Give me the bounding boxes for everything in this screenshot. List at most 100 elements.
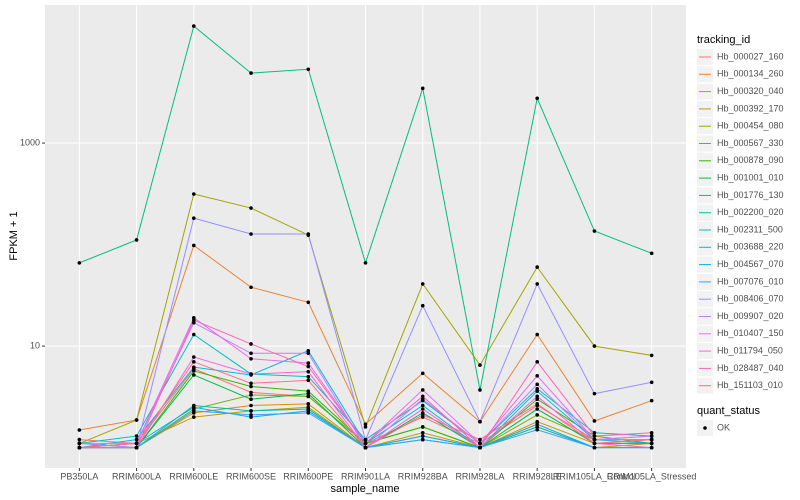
data-point	[420, 86, 425, 91]
data-point	[134, 437, 139, 442]
data-point	[249, 409, 253, 413]
legend-label: Hb_000454_080	[717, 121, 784, 131]
data-point	[363, 438, 368, 442]
legend-label: OK	[717, 422, 730, 432]
data-point	[420, 397, 425, 401]
data-point	[249, 403, 253, 408]
data-point	[192, 192, 196, 196]
legend-label: Hb_001001_010	[717, 172, 784, 182]
data-point	[192, 373, 196, 377]
data-point	[134, 445, 139, 450]
data-point	[478, 437, 482, 442]
x-tick-label: RRIM600LE	[169, 471, 218, 481]
data-point	[306, 378, 311, 383]
legend-title: quant_status	[697, 405, 760, 417]
data-point	[249, 342, 253, 346]
y-tick-label: 1000	[20, 137, 40, 147]
legend-label: Hb_002200_020	[717, 207, 784, 217]
data-point	[77, 428, 82, 432]
data-point	[535, 419, 539, 424]
data-point	[592, 344, 597, 348]
data-point	[363, 445, 368, 450]
data-point	[192, 216, 196, 220]
data-point	[649, 251, 654, 256]
data-point	[592, 391, 597, 396]
data-point	[363, 425, 368, 429]
data-point	[649, 398, 654, 403]
legend-label: Hb_000134_260	[717, 69, 784, 79]
data-point	[535, 422, 539, 427]
data-point	[249, 285, 253, 290]
data-point	[649, 430, 654, 435]
data-point	[535, 413, 539, 417]
data-point	[192, 415, 196, 419]
data-point	[192, 24, 196, 28]
data-point	[306, 361, 311, 365]
legend-label: Hb_008406_070	[717, 294, 784, 304]
x-tick-label: PB350LA	[60, 471, 98, 481]
data-point	[134, 418, 139, 422]
data-point	[192, 405, 196, 410]
legend-label: Hb_028487_040	[717, 363, 784, 373]
data-point	[420, 430, 425, 435]
data-point	[535, 389, 539, 393]
data-point	[306, 300, 311, 305]
x-tick-label: RRIM105LA_Stressed	[607, 471, 697, 481]
data-point	[249, 232, 253, 236]
x-tick-label: RRIM600SE	[226, 471, 276, 481]
data-point	[134, 441, 139, 446]
data-point	[535, 407, 539, 411]
data-point	[535, 265, 539, 269]
data-point	[306, 374, 311, 379]
data-point	[306, 391, 311, 396]
legend-label: Hb_011794_050	[717, 345, 783, 355]
data-point	[192, 355, 196, 359]
x-tick-label: RRIM600LA	[112, 471, 161, 481]
data-point	[192, 369, 196, 373]
x-tick-label: RRIM928LE	[513, 471, 562, 481]
data-point	[535, 96, 539, 101]
data-point	[592, 441, 597, 446]
data-point	[192, 243, 196, 248]
data-point	[535, 397, 539, 401]
x-tick-label: RRIM928LA	[455, 471, 504, 481]
data-point	[77, 261, 82, 265]
data-point	[649, 445, 654, 450]
data-point	[192, 332, 196, 337]
legend-label: Hb_009907_020	[717, 311, 784, 321]
data-point	[592, 434, 597, 438]
data-point	[306, 394, 311, 399]
data-point	[420, 303, 425, 308]
data-point	[306, 389, 311, 393]
data-point	[420, 407, 425, 411]
y-axis-title: FPKM + 1	[8, 211, 20, 260]
legend-swatch	[703, 426, 707, 430]
data-point	[649, 437, 654, 442]
legend-label: Hb_002311_500	[717, 224, 783, 234]
x-axis-title: sample_name	[330, 483, 399, 495]
data-point	[478, 445, 482, 450]
data-point	[363, 261, 368, 265]
legend-label: Hb_151103_010	[717, 380, 783, 390]
data-point	[306, 351, 311, 356]
legend-label: Hb_000027_160	[717, 51, 784, 61]
data-point	[535, 427, 539, 432]
data-point	[192, 409, 196, 413]
data-point	[249, 71, 253, 75]
data-point	[306, 67, 311, 72]
data-point	[306, 348, 311, 353]
data-point	[249, 206, 253, 210]
data-point	[306, 369, 311, 374]
data-point	[649, 353, 654, 358]
y-tick-label: 10	[30, 340, 40, 350]
data-point	[363, 422, 368, 427]
legend-label: Hb_004567_070	[717, 259, 784, 269]
data-point	[249, 397, 253, 401]
data-point	[592, 437, 597, 442]
data-point	[306, 411, 311, 415]
x-tick-label: RRIM600PE	[283, 471, 333, 481]
legend-label: Hb_000392_170	[717, 103, 784, 113]
data-point	[420, 437, 425, 442]
data-point	[478, 441, 482, 446]
data-point	[249, 393, 253, 397]
